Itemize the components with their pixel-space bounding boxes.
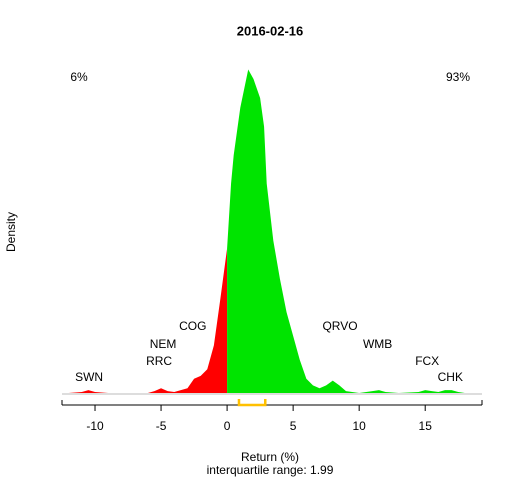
x-axis-label: Return (%) [241,450,299,464]
positive-area [227,69,465,393]
y-axis-label: Density [4,212,18,252]
x-tick-label: -5 [156,419,167,433]
left-share: 6% [70,70,88,84]
stock-label: CHK [438,370,463,384]
stock-label: QRVO [322,319,357,333]
stock-label: SWN [75,370,103,384]
stock-label: WMB [363,337,392,351]
stock-label: NEM [150,337,177,351]
interquartile-bracket [237,399,267,407]
subtitle: interquartile range: 1.99 [207,463,334,477]
chart-title: 2016-02-16 [237,23,304,38]
x-tick-label: 5 [290,419,297,433]
stock-label: COG [179,319,206,333]
stock-label: FCX [415,354,439,368]
negative-area [68,248,228,393]
right-share: 93% [446,70,470,84]
x-tick-label: -10 [86,419,104,433]
stock-label: RRC [146,354,172,368]
x-tick-label: 10 [352,419,366,433]
x-tick-label: 15 [419,419,433,433]
x-tick-label: 0 [224,419,231,433]
